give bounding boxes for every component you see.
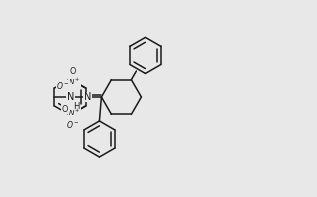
- Text: N: N: [67, 92, 74, 102]
- Text: $O^-$: $O^-$: [66, 119, 79, 130]
- Text: N: N: [84, 92, 91, 102]
- Text: H: H: [74, 102, 80, 111]
- Text: $O^-$: $O^-$: [56, 80, 70, 91]
- Text: O: O: [62, 105, 68, 114]
- Text: O: O: [69, 67, 76, 76]
- Text: $N^+$: $N^+$: [68, 76, 81, 87]
- Text: $N^+$: $N^+$: [68, 107, 81, 118]
